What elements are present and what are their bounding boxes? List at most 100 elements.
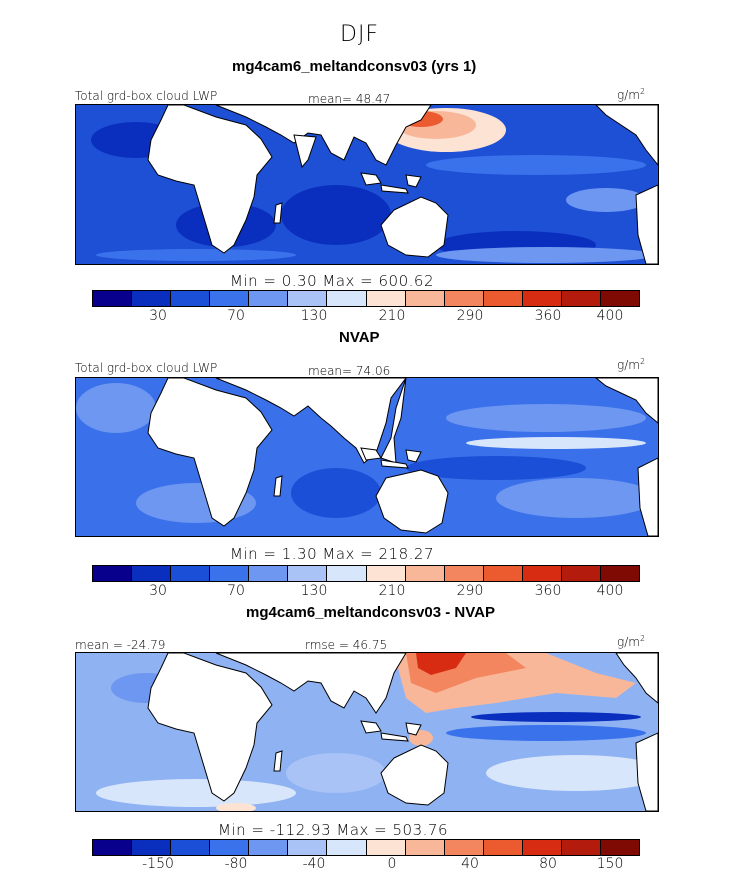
colorbar-tick-label: -40 [302,856,326,872]
light-patch [446,404,646,432]
colorbar-swatch [210,566,250,581]
colorbar-swatch [561,566,602,581]
colorbar-tick-label: 290 [456,583,484,599]
colorbar-swatch [483,566,523,581]
light-patch [486,755,658,791]
figure-title: DJF [340,22,380,47]
africa-landmass [147,105,273,254]
colorbar-swatch [366,291,406,306]
colorbar-tick-label: 210 [378,308,406,324]
colorbar-swatch [249,840,289,855]
colorbar-tick-label: 0 [387,856,397,872]
light-patch [96,249,296,261]
panel-2-map-svg [76,378,658,536]
panel-3-mean-label: mean = -24.79 [75,638,166,652]
colorbar-swatch [132,291,172,306]
colorbar-swatch [288,840,328,855]
colorbar-swatch [327,840,367,855]
colorbar-tick-label: -150 [142,856,174,872]
panel-1-colorbar [92,290,640,307]
colorbar-swatch [444,291,484,306]
dark-patch [281,185,391,245]
europe-asia-landmass [215,105,432,166]
panel-1-map-svg [76,105,658,264]
panel-3-map [75,652,659,812]
colorbar-swatch [483,840,523,855]
panel-1-case-title: mg4cam6_meltandconsv03 (yrs 1) [232,58,477,75]
north-america-landmass [615,653,658,704]
madagascar [273,475,283,497]
colorbar-tick-label: 30 [149,308,167,324]
colorbar-swatch [601,840,640,855]
colorbar-swatch [522,291,562,306]
light-patch [426,155,646,175]
colorbar-tick-label: 80 [539,856,557,872]
light-patch [436,247,656,263]
dark-patch [291,468,381,518]
dark-patch [406,456,586,480]
colorbar-swatch [171,566,211,581]
colorbar-swatch [327,291,367,306]
madagascar [273,750,283,772]
colorbar-swatch [405,291,445,306]
colorbar-tick-label: 360 [534,308,562,324]
colorbar-tick-label: 150 [596,856,624,872]
australia-landmass [380,744,449,806]
light-patch [96,779,296,807]
dark-patch [471,712,641,722]
colorbar-swatch [93,291,133,306]
colorbar-tick-label: -80 [224,856,248,872]
panel-3-colorbar [92,839,640,856]
anomaly-spot [216,803,256,811]
colorbar-swatch [249,566,289,581]
colorbar-tick-label: 400 [596,583,624,599]
panel-1-mean-label: mean= 48.47 [308,92,391,106]
colorbar-swatch [444,840,484,855]
south-america-landmass [637,457,658,536]
indonesia-islands [360,720,422,742]
colorbar-tick-label: 40 [461,856,479,872]
colorbar-swatch [288,291,328,306]
panel-2-minmax: Min = 1.30 Max = 218.27 [230,545,434,563]
colorbar-swatch [601,566,640,581]
colorbar-tick-label: 400 [596,308,624,324]
colorbar-swatch [132,840,172,855]
colorbar-tick-label: 130 [300,583,328,599]
panel-2-mean-label: mean= 74.06 [308,364,391,378]
colorbar-swatch [366,840,406,855]
colorbar-swatch [522,566,562,581]
south-america-landmass [635,732,658,811]
panel-3-minmax: Min = -112.93 Max = 503.76 [218,821,448,839]
colorbar-swatch [93,840,133,855]
panel-3-map-svg [76,653,658,811]
panel-1-map [75,104,659,265]
colorbar-swatch [171,840,211,855]
north-america-landmass [595,378,658,424]
colorbar-tick-label: 360 [534,583,562,599]
light-patch [496,478,656,518]
light-patch [286,753,386,793]
panel-3-units: g/m2 [617,634,646,649]
panel-1-units: g/m2 [617,87,646,102]
colorbar-swatch [249,291,289,306]
colorbar-tick-label: 70 [227,583,245,599]
colorbar-swatch [561,840,602,855]
colorbar-swatch [327,566,367,581]
colorbar-tick-label: 130 [300,308,328,324]
australia-landmass [375,469,449,534]
colorbar-swatch [444,566,484,581]
anomaly-hotspot [416,653,466,675]
north-america-landmass [595,105,658,166]
dark-patch [446,725,646,741]
india-landmass [293,134,317,169]
africa-landmass [147,378,273,527]
colorbar-tick-label: 290 [456,308,484,324]
indonesia-islands [360,172,422,194]
africa-landmass [147,653,273,802]
europe-asia-landmass [215,378,407,464]
colorbar-swatch [132,566,172,581]
colorbar-swatch [210,291,250,306]
panel-2-colorbar [92,565,640,582]
panel-1-minmax: Min = 0.30 Max = 600.62 [230,272,434,290]
panel-2-map [75,377,659,537]
